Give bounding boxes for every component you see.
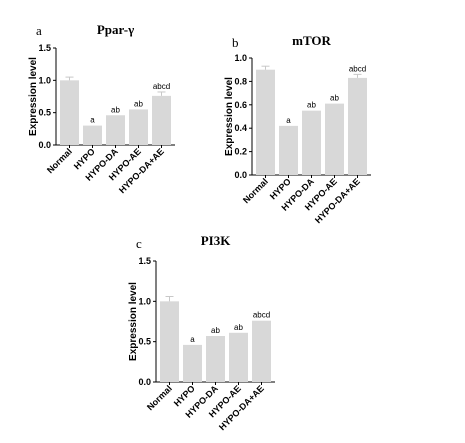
bar-hypo	[279, 125, 298, 175]
y-axis-label: Expression level	[224, 77, 235, 156]
panel-letter: a	[36, 23, 42, 38]
chart-title: mTOR	[292, 33, 331, 48]
bar-hypo-ae	[325, 103, 344, 175]
significance-label: ab	[330, 94, 339, 103]
panel-letter: c	[136, 236, 142, 251]
significance-label: a	[286, 116, 291, 125]
significance-label: ab	[307, 101, 316, 110]
y-tick-label: 0.5	[138, 337, 151, 347]
significance-label: ab	[111, 105, 120, 114]
bar-hypo-da-ae	[152, 95, 171, 145]
x-tick-label: Normal	[145, 383, 174, 412]
chart-panel-c: c PI3K Expression level 0.0 0.5 1.0 1.5 Normal a…	[128, 233, 275, 432]
bar-normal	[60, 80, 79, 145]
y-tick-label: 1.0	[38, 75, 51, 85]
y-tick-label: 1.0	[138, 296, 151, 306]
y-tick-label: 0.0	[234, 170, 247, 180]
y-tick-label: 0.6	[234, 100, 247, 110]
significance-label: ab	[211, 326, 220, 335]
y-tick-label: 0.0	[38, 140, 51, 150]
bar-hypo-da	[302, 110, 321, 175]
bar-hypo-da-ae	[252, 320, 271, 382]
panel-letter: b	[232, 35, 239, 50]
significance-label: abcd	[253, 311, 270, 320]
y-tick-label: 1.5	[138, 256, 151, 266]
bar-hypo-ae	[129, 109, 148, 145]
significance-label: abcd	[153, 82, 170, 91]
significance-label: ab	[234, 323, 243, 332]
chart-panel-b: b mTOR Expression level 0.0 0.2 0.4 0.6 0.8 1.0 N…	[224, 33, 371, 225]
chart-title: Ppar-γ	[97, 22, 134, 37]
y-tick-label: 1.5	[38, 43, 51, 53]
y-tick-label: 0.2	[234, 147, 247, 157]
chart-panel-a: a Ppar-γ Expression level 0.0 0.5 1.0 1.5 Norma…	[28, 22, 175, 195]
bar-hypo-da-ae	[348, 77, 367, 175]
y-tick-label: 0.8	[234, 76, 247, 86]
significance-label: abcd	[349, 64, 366, 73]
y-tick-label: 1.0	[234, 53, 247, 63]
significance-label: ab	[134, 99, 143, 108]
bar-hypo-ae	[229, 332, 248, 382]
x-tick-label: Normal	[45, 146, 74, 175]
x-tick-label: Normal	[241, 176, 270, 205]
bar-hypo	[183, 344, 202, 382]
significance-label: a	[90, 116, 95, 125]
y-tick-label: 0.5	[38, 108, 51, 118]
chart-title: PI3K	[201, 233, 232, 248]
bar-hypo-da	[106, 115, 125, 145]
y-tick-label: 0.4	[234, 123, 247, 133]
y-axis-label: Expression level	[28, 57, 39, 136]
bar-hypo-da	[206, 336, 225, 382]
bar-normal	[160, 301, 179, 382]
bar-hypo	[83, 125, 102, 145]
y-axis-label: Expression level	[128, 282, 139, 361]
bar-normal	[256, 69, 275, 175]
y-tick-label: 0.0	[138, 377, 151, 387]
significance-label: a	[190, 335, 195, 344]
